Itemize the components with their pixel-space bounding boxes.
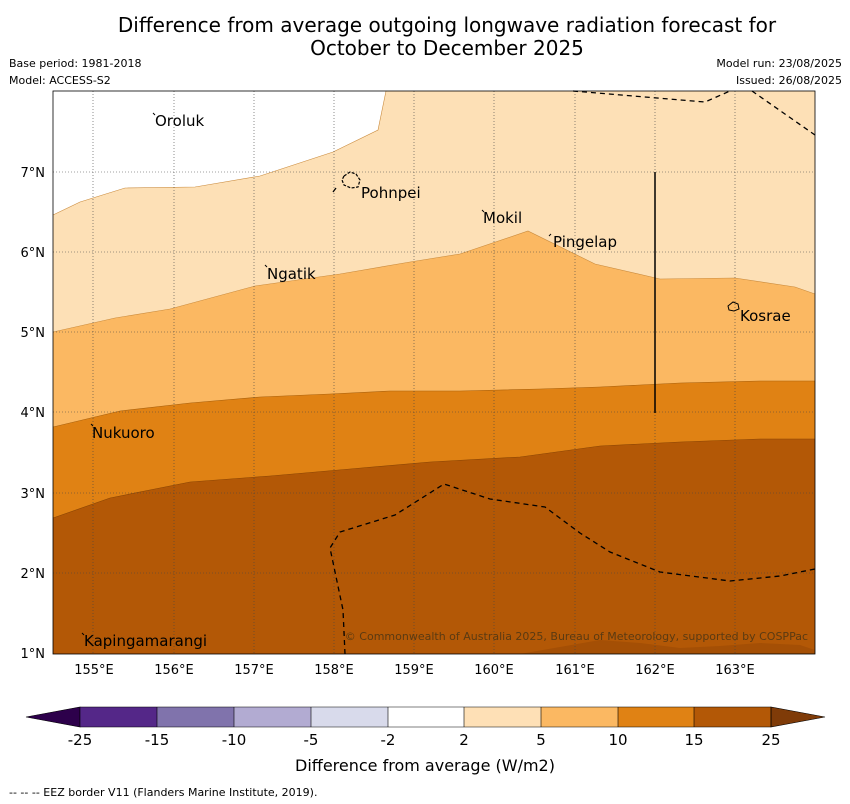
meta-left: Base period: 1981-2018 Model: ACCESS-S2 [9,55,141,89]
lat-tick-5: 5°N [21,326,46,341]
place-ngatik: Ngatik [267,265,316,283]
colorbar-label: 15 [684,731,703,749]
band-above-25 [520,640,815,654]
place-mokil: Mokil [483,209,522,227]
kosrae-island-shape [727,301,740,312]
place-pingelap: Pingelap [553,233,617,251]
title-line-1: Difference from average outgoing longwav… [117,13,777,37]
base-period: Base period: 1981-2018 [9,57,142,70]
colorbar-label: -10 [222,731,247,749]
colorbar-segment [694,707,771,727]
map-panel: Oroluk Pohnpei Mokil Pingelap Ngatik Kos… [52,90,816,655]
colorbar-segment [541,707,618,727]
band-15-25 [53,439,815,654]
place-oroluk: Oroluk [155,112,204,130]
colorbar-segment [157,707,234,727]
model-run: Model run: 23/08/2025 [716,57,842,70]
lon-tick-155: 155°E [74,663,114,678]
lat-tick-1: 1°N [21,647,46,662]
title-line-2: October to December 2025 [310,36,584,60]
colorbar: -25 -15 -10 -5 -2 2 5 10 15 25 [25,706,826,749]
colorbar-segment [388,707,464,727]
colorbar-segment [311,707,388,727]
place-pohnpei: Pohnpei [361,184,421,202]
chart-title: Difference from average outgoing longwav… [0,14,850,60]
lat-tick-7: 7°N [21,166,46,181]
meta-right: Model run: 23/08/2025 Issued: 26/08/2025 [716,55,842,89]
colorbar-label: 25 [761,731,780,749]
colorbar-label: -25 [68,731,93,749]
lon-tick-162: 162°E [635,663,675,678]
issued-date: Issued: 26/08/2025 [735,74,842,87]
colorbar-label: -2 [381,731,396,749]
lat-tick-3: 3°N [21,487,46,502]
lon-tick-160: 160°E [474,663,514,678]
colorbar-low-arrow [25,706,81,728]
copyright-text: © Commonwealth of Australia 2025, Bureau… [345,630,808,643]
place-markers [81,112,552,636]
lon-tick-157: 157°E [234,663,274,678]
lon-tick-161: 161°E [555,663,595,678]
model-name: Model: ACCESS-S2 [9,74,111,87]
place-kosrae: Kosrae [740,307,791,325]
lon-tick-163: 163°E [715,663,755,678]
colorbar-label: 10 [608,731,627,749]
colorbar-high-arrow [770,706,826,728]
place-kapingamarangi: Kapingamarangi [84,632,207,650]
lat-tick-2: 2°N [21,567,46,582]
lon-tick-156: 156°E [154,663,194,678]
lat-tick-4: 4°N [21,406,46,421]
place-nukuoro: Nukuoro [92,424,155,442]
pohnpei-island-shape [341,171,361,189]
colorbar-label: -5 [304,731,319,749]
lat-tick-6: 6°N [21,246,46,261]
colorbar-label: -15 [145,731,170,749]
colorbar-label: 5 [536,731,546,749]
colorbar-segment [80,707,157,727]
colorbar-segment [618,707,694,727]
gridlines [53,91,815,654]
eez-footnote: -- -- -- EEZ border V11 (Flanders Marine… [9,786,318,799]
colorbar-segment [464,707,541,727]
lon-tick-159: 159°E [394,663,434,678]
colorbar-segment [234,707,311,727]
eez-borders [329,90,816,655]
colorbar-axis-label: Difference from average (W/m2) [295,756,555,775]
colorbar-label: 2 [459,731,469,749]
lon-tick-158: 158°E [314,663,354,678]
